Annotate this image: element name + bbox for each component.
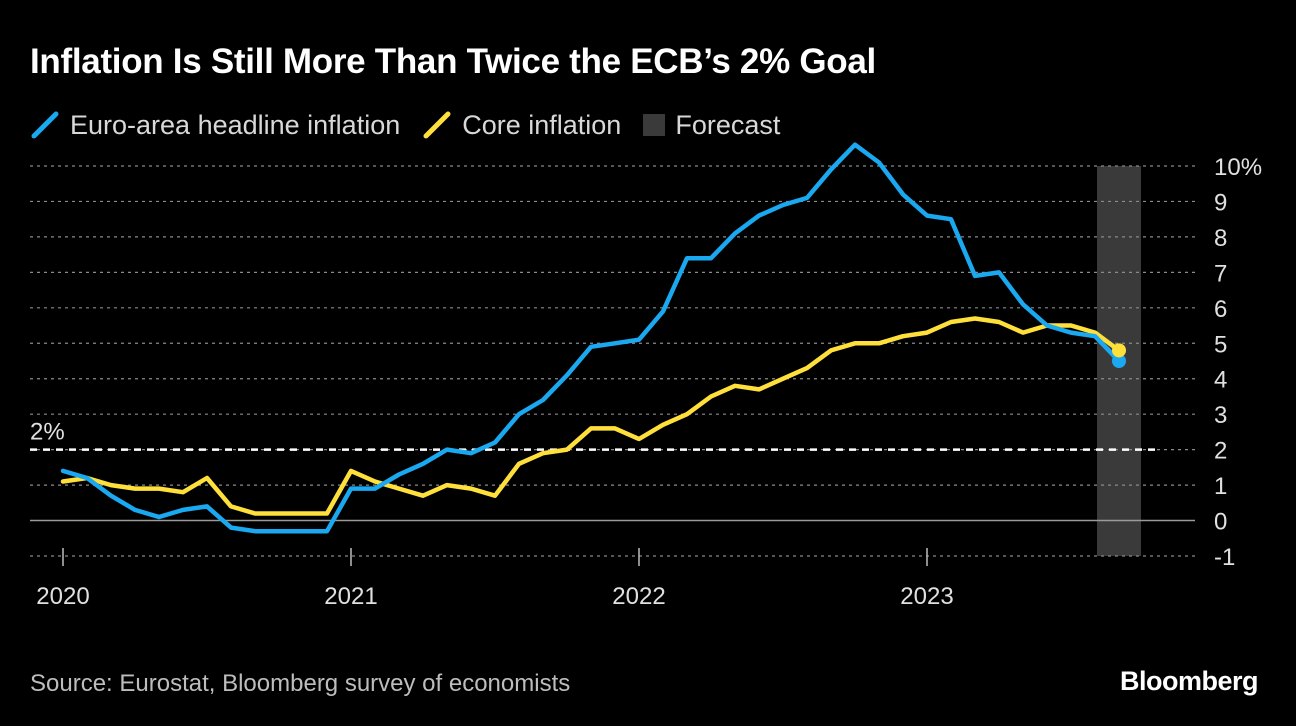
y-tick-label: 0 <box>1214 509 1227 536</box>
chart-title: Inflation Is Still More Than Twice the E… <box>30 42 876 81</box>
legend-core-label: Core inflation <box>462 109 622 140</box>
y-tick-label: 5 <box>1214 331 1227 358</box>
series-line-headline <box>60 142 1122 534</box>
source-note: Source: Eurostat, Bloomberg survey of ec… <box>30 670 571 697</box>
series-point-headline-forecast <box>1112 354 1126 368</box>
x-tick-label: 2023 <box>900 583 953 610</box>
y-tick-label: 6 <box>1214 296 1227 323</box>
y-tick-label: 4 <box>1214 367 1227 394</box>
legend-item-headline: Euro-area headline inflation <box>30 110 400 141</box>
y-tick-label: 1 <box>1214 473 1227 500</box>
y-tick-label: 8 <box>1214 225 1227 252</box>
bloomberg-logo: Bloomberg <box>1119 666 1259 696</box>
legend-item-core: Core inflation <box>422 110 621 141</box>
x-tick-label: 2022 <box>612 583 665 610</box>
legend-core-swatch <box>423 111 451 139</box>
legend-forecast-swatch <box>643 114 666 136</box>
y-tick-label: 9 <box>1214 189 1227 216</box>
y-tick-label: 3 <box>1214 402 1227 429</box>
legend-headline-swatch <box>31 111 59 139</box>
reference-line-label: 2% <box>30 419 65 446</box>
y-tick-label: 10% <box>1214 154 1262 181</box>
legend-forecast-label: Forecast <box>675 109 781 140</box>
x-tick-label: 2021 <box>324 583 377 610</box>
series-point-core-forecast <box>1112 343 1126 358</box>
y-tick-label: 7 <box>1214 260 1227 287</box>
legend-headline-label: Euro-area headline inflation <box>70 109 401 140</box>
legend-item-forecast: Forecast <box>643 110 780 141</box>
series-line-core <box>60 316 1122 516</box>
x-tick-label: 2020 <box>36 583 89 610</box>
y-tick-label: -1 <box>1214 544 1235 571</box>
legend: Euro-area headline inflation Core inflat… <box>30 108 802 142</box>
y-tick-label: 2 <box>1214 438 1227 465</box>
